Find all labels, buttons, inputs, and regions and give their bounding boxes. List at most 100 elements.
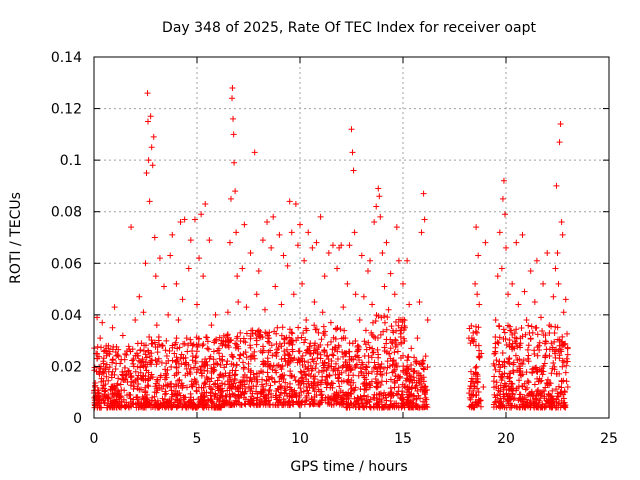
data-point — [496, 391, 503, 398]
data-point — [386, 350, 393, 357]
data-point — [547, 392, 554, 399]
data-point — [514, 404, 521, 411]
data-point — [525, 342, 532, 349]
data-point — [121, 368, 128, 375]
data-point — [243, 330, 250, 337]
data-point — [132, 317, 139, 324]
data-point — [504, 373, 511, 380]
data-point — [509, 280, 516, 287]
data-point — [354, 342, 361, 349]
data-point — [332, 371, 339, 378]
data-point — [298, 389, 305, 396]
data-point — [551, 363, 558, 370]
data-point — [301, 339, 308, 346]
data-point — [101, 399, 108, 406]
data-point — [168, 395, 175, 402]
data-point — [334, 348, 341, 355]
data-point — [373, 365, 380, 372]
data-point — [369, 301, 376, 308]
data-point — [137, 369, 144, 376]
data-point — [350, 167, 357, 174]
data-point — [103, 373, 110, 380]
data-point — [134, 376, 141, 383]
data-point — [117, 392, 124, 399]
data-point — [511, 330, 518, 337]
data-point — [498, 373, 505, 380]
data-point — [249, 327, 256, 334]
data-point — [156, 255, 163, 262]
data-point — [381, 389, 388, 396]
data-point — [204, 345, 211, 352]
data-point — [278, 332, 285, 339]
data-point — [353, 361, 360, 368]
data-point — [307, 362, 314, 369]
data-point — [261, 359, 268, 366]
data-point — [254, 390, 261, 397]
data-point — [418, 229, 425, 236]
data-point — [216, 355, 223, 362]
data-point — [367, 403, 374, 410]
data-point — [211, 367, 218, 374]
data-point — [363, 370, 370, 377]
data-point — [207, 392, 214, 399]
data-point — [106, 403, 113, 410]
data-point — [557, 121, 564, 128]
data-point — [227, 195, 234, 202]
data-point — [317, 341, 324, 348]
data-point — [284, 262, 291, 269]
data-point — [498, 402, 505, 409]
data-point — [324, 400, 331, 407]
data-point — [204, 367, 211, 374]
data-point — [296, 400, 303, 407]
data-point — [375, 351, 382, 358]
data-point — [250, 395, 257, 402]
data-point — [126, 391, 133, 398]
data-point — [369, 349, 376, 356]
data-point — [518, 325, 525, 332]
data-point — [389, 340, 396, 347]
data-point — [310, 350, 317, 357]
data-point — [105, 368, 112, 375]
data-point — [373, 380, 380, 387]
data-point — [543, 346, 550, 353]
data-point — [210, 381, 217, 388]
data-point — [518, 360, 524, 367]
data-point — [375, 361, 382, 368]
data-point — [363, 346, 370, 353]
data-point — [130, 360, 137, 367]
data-point — [494, 273, 501, 280]
data-point — [114, 352, 121, 359]
data-point — [380, 365, 387, 372]
data-point — [212, 391, 219, 398]
data-point — [101, 391, 108, 398]
data-point — [229, 84, 236, 91]
data-point — [109, 393, 116, 400]
y-axis-label: ROTI / TECUs — [8, 192, 24, 284]
data-point — [197, 394, 204, 401]
data-point — [521, 380, 528, 387]
data-point — [173, 280, 180, 287]
data-point — [554, 249, 561, 256]
y-tick-label: 0 — [73, 411, 82, 427]
data-point — [267, 382, 274, 389]
data-point — [549, 387, 556, 394]
data-point — [315, 386, 322, 393]
data-point — [186, 369, 193, 376]
data-point — [220, 373, 227, 380]
data-point — [257, 347, 264, 354]
data-point — [261, 306, 268, 313]
data-point — [315, 400, 322, 407]
data-point — [229, 95, 236, 102]
data-point — [254, 373, 261, 380]
data-point — [146, 401, 153, 408]
data-point — [560, 359, 567, 366]
data-point — [340, 362, 347, 369]
data-point — [188, 381, 195, 388]
data-point — [305, 390, 312, 397]
data-point — [387, 402, 394, 409]
data-point — [474, 291, 481, 298]
data-point — [368, 378, 375, 385]
data-point — [260, 385, 267, 392]
data-point — [115, 353, 122, 360]
data-point — [214, 377, 221, 384]
